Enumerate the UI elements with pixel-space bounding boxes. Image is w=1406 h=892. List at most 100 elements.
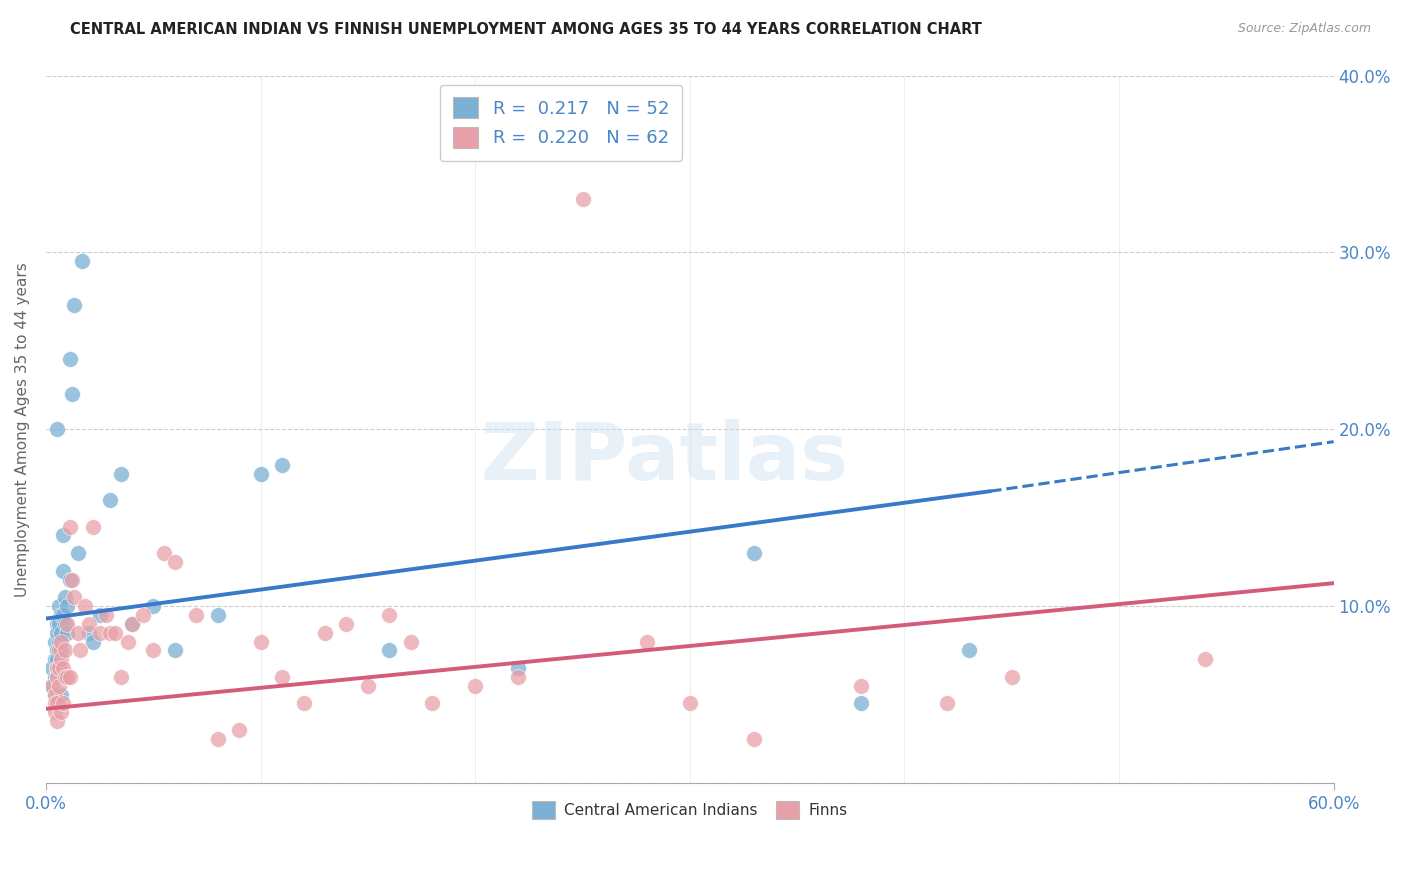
Point	[48, 661, 70, 675]
Point	[77, 616, 100, 631]
Point	[56, 599, 79, 614]
Point	[73, 599, 96, 614]
Point	[52, 697, 75, 711]
Point	[228, 723, 250, 737]
Point	[104, 625, 127, 640]
Point	[153, 546, 176, 560]
Point	[77, 625, 100, 640]
Point	[1001, 670, 1024, 684]
Point	[45, 661, 67, 675]
Point	[45, 616, 67, 631]
Point	[571, 192, 593, 206]
Point	[45, 670, 67, 684]
Point	[82, 634, 104, 648]
Point	[44, 634, 66, 648]
Point	[163, 555, 186, 569]
Point	[48, 679, 70, 693]
Point	[249, 467, 271, 481]
Point	[508, 670, 530, 684]
Point	[851, 697, 873, 711]
Point	[49, 625, 72, 640]
Point	[53, 616, 76, 631]
Point	[957, 643, 980, 657]
Point	[45, 688, 67, 702]
Point	[41, 679, 63, 693]
Point	[207, 731, 229, 746]
Point	[52, 528, 75, 542]
Point	[357, 679, 380, 693]
Point	[82, 519, 104, 533]
Point	[72, 254, 94, 268]
Point	[53, 591, 76, 605]
Text: ZIPatlas: ZIPatlas	[479, 418, 848, 497]
Point	[936, 697, 959, 711]
Point	[110, 467, 132, 481]
Point	[44, 688, 66, 702]
Point	[44, 688, 66, 702]
Point	[742, 546, 765, 560]
Point	[335, 616, 357, 631]
Point	[117, 634, 139, 648]
Point	[1194, 652, 1216, 666]
Point	[89, 607, 111, 622]
Point	[45, 643, 67, 657]
Text: Source: ZipAtlas.com: Source: ZipAtlas.com	[1237, 22, 1371, 36]
Point	[98, 625, 121, 640]
Point	[67, 625, 90, 640]
Point	[292, 697, 315, 711]
Point	[60, 573, 83, 587]
Point	[49, 706, 72, 720]
Point	[186, 607, 208, 622]
Point	[45, 625, 67, 640]
Point	[98, 493, 121, 508]
Point	[464, 679, 486, 693]
Point	[49, 634, 72, 648]
Point	[851, 679, 873, 693]
Text: CENTRAL AMERICAN INDIAN VS FINNISH UNEMPLOYMENT AMONG AGES 35 TO 44 YEARS CORREL: CENTRAL AMERICAN INDIAN VS FINNISH UNEMP…	[70, 22, 983, 37]
Point	[52, 607, 75, 622]
Point	[45, 697, 67, 711]
Point	[48, 599, 70, 614]
Point	[41, 661, 63, 675]
Point	[49, 688, 72, 702]
Point	[44, 652, 66, 666]
Point	[121, 616, 143, 631]
Point	[271, 670, 294, 684]
Point	[142, 599, 165, 614]
Point	[271, 458, 294, 472]
Point	[142, 643, 165, 657]
Point	[45, 670, 67, 684]
Point	[207, 607, 229, 622]
Point	[58, 670, 80, 684]
Point	[60, 387, 83, 401]
Point	[45, 714, 67, 728]
Point	[89, 625, 111, 640]
Point	[45, 661, 67, 675]
Point	[249, 634, 271, 648]
Point	[679, 697, 702, 711]
Point	[49, 670, 72, 684]
Point	[94, 607, 117, 622]
Point	[58, 573, 80, 587]
Point	[45, 422, 67, 436]
Point	[48, 634, 70, 648]
Point	[52, 661, 75, 675]
Point	[56, 670, 79, 684]
Point	[48, 643, 70, 657]
Y-axis label: Unemployment Among Ages 35 to 44 years: Unemployment Among Ages 35 to 44 years	[15, 262, 30, 597]
Point	[314, 625, 336, 640]
Point	[53, 670, 76, 684]
Point	[53, 643, 76, 657]
Point	[41, 679, 63, 693]
Point	[44, 670, 66, 684]
Point	[636, 634, 658, 648]
Point	[69, 643, 91, 657]
Point	[67, 546, 90, 560]
Point	[110, 670, 132, 684]
Point	[131, 607, 153, 622]
Point	[44, 706, 66, 720]
Point	[44, 697, 66, 711]
Point	[49, 652, 72, 666]
Point	[58, 519, 80, 533]
Point	[48, 661, 70, 675]
